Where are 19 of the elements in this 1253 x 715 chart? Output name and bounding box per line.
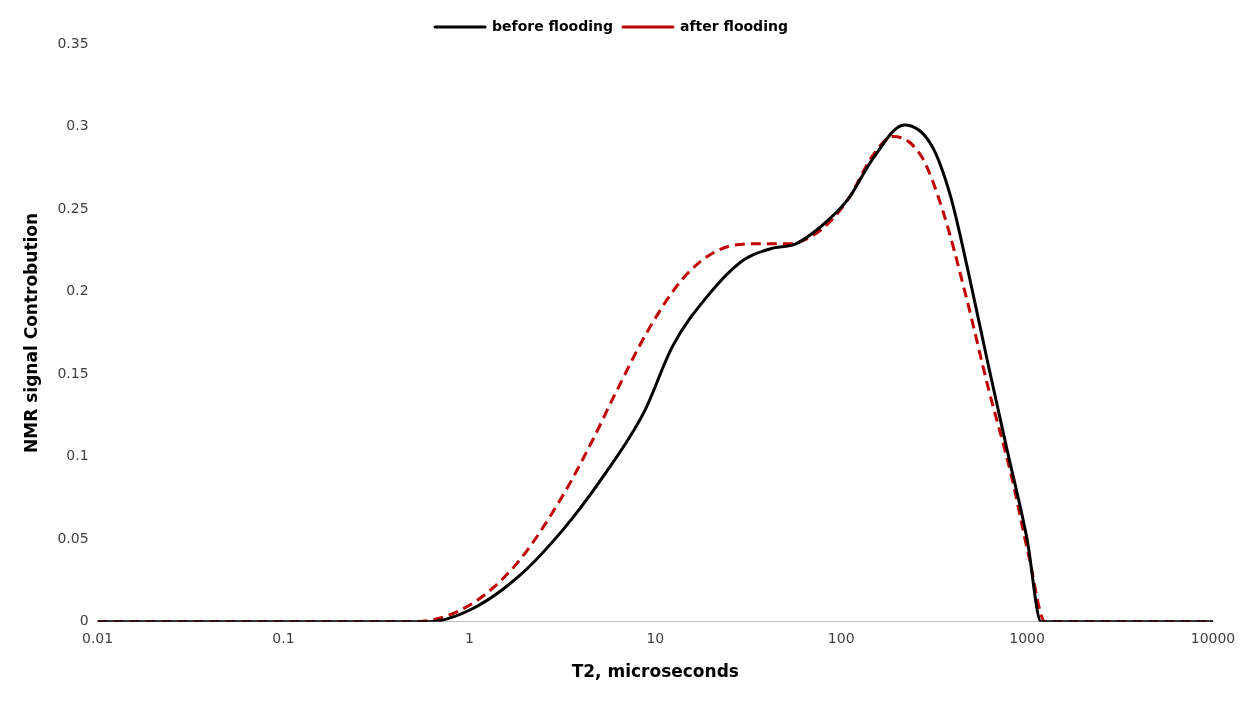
y-tick-label: 0.05 xyxy=(57,529,89,546)
y-tick-label: 0.1 xyxy=(66,447,89,464)
x-tick-label: 1000 xyxy=(1009,629,1045,646)
legend-label: before flooding xyxy=(492,17,613,34)
y-tick-label: 0.3 xyxy=(66,117,89,134)
y-tick-label: 0.2 xyxy=(66,282,89,299)
y-axis-title: NMR signal Controbution xyxy=(20,212,41,453)
y-tick-label: 0 xyxy=(79,612,89,629)
x-tick-label: 100 xyxy=(827,629,855,646)
y-tick-label: 0.15 xyxy=(57,364,89,381)
legend-label: after flooding xyxy=(680,17,788,34)
x-tick-label: 0.1 xyxy=(272,629,295,646)
y-tick-label: 0.25 xyxy=(57,199,89,216)
x-tick-label: 10000 xyxy=(1190,629,1236,646)
x-tick-label: 1 xyxy=(464,629,474,646)
x-tick-label: 10 xyxy=(646,629,665,646)
x-axis-title: T2, microseconds xyxy=(571,661,739,682)
x-tick-label: 0.01 xyxy=(81,629,114,646)
y-tick-label: 0.35 xyxy=(57,34,89,51)
